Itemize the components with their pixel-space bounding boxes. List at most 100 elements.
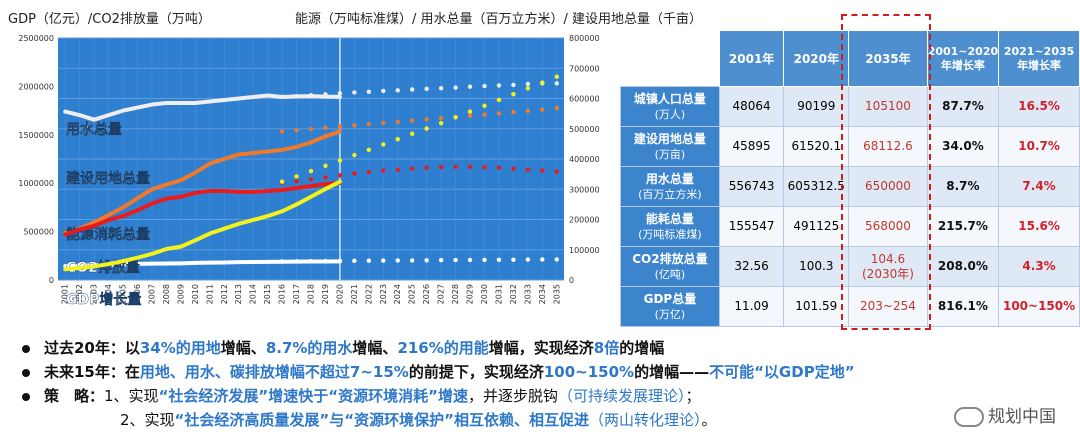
cell-2035: 568000 bbox=[848, 206, 928, 247]
series-projection-point bbox=[323, 258, 328, 264]
series-projection-point bbox=[323, 125, 328, 131]
cell-growth-2001-2020: 208.0% bbox=[926, 246, 1000, 287]
x-tick-label: 2021 bbox=[350, 284, 359, 304]
series-projection-point bbox=[482, 103, 487, 108]
cell-growth-2001-2020: 34.0% bbox=[926, 126, 1000, 167]
x-tick-label: 2011 bbox=[205, 284, 214, 304]
table-row: GDP总量 (万亿) 11.09 101.59 203~254 816.1% 100~150… bbox=[620, 286, 1080, 327]
cell-2001: 32.56 bbox=[718, 246, 785, 287]
x-tick-label: 2001 bbox=[61, 284, 70, 304]
series-projection-point bbox=[352, 258, 357, 264]
series-projection-point bbox=[395, 119, 400, 124]
series-projection-point bbox=[467, 84, 473, 89]
y-right-tick-label: 300000 bbox=[569, 185, 600, 194]
x-tick-label: 2025 bbox=[408, 284, 417, 304]
series-projection-point bbox=[453, 164, 458, 169]
series-projection-point bbox=[294, 259, 299, 264]
cell-growth-2021-2035: 10.7% bbox=[998, 126, 1080, 167]
y-right-tick-label: 500000 bbox=[569, 125, 600, 134]
cell-2035: 104.6 (2030年) bbox=[848, 246, 928, 287]
series-label: 能源消耗总量 bbox=[66, 226, 150, 243]
x-tick-label: 2005 bbox=[119, 284, 128, 304]
row-header: 城镇人口总量 (万人) bbox=[620, 86, 720, 127]
wechat-icon bbox=[954, 407, 984, 427]
series-projection-point bbox=[525, 167, 531, 172]
cell-growth-2001-2020: 87.7% bbox=[926, 86, 1000, 127]
series-projection-point bbox=[467, 113, 473, 118]
series-projection-point bbox=[525, 86, 531, 91]
series-projection-point bbox=[540, 168, 545, 173]
series-projection-point bbox=[366, 169, 372, 175]
series-projection-point bbox=[337, 173, 343, 178]
x-tick-label: 2033 bbox=[523, 284, 532, 304]
watermark: 规划中国 bbox=[954, 402, 1056, 427]
header-growth-2021-2035: 2021~2035年增长率 bbox=[998, 30, 1080, 87]
series-projection-point bbox=[323, 175, 328, 180]
series-projection-point bbox=[482, 112, 487, 117]
series-projection-point bbox=[410, 131, 415, 137]
series-projection-point bbox=[294, 93, 299, 99]
statistics-table: 2001年 2020年 2035年 2001~2020年增长率 2021~203… bbox=[620, 30, 1080, 327]
cell-2020: 100.3 bbox=[783, 246, 850, 287]
cell-2035: 650000 bbox=[848, 166, 928, 207]
bullet-strategy-2: 2、实现“社会经济高质量发展”与“资源环境保护”相互依赖、相互促进（两山转化理论… bbox=[120, 411, 717, 429]
highlight-2035-column bbox=[841, 14, 931, 330]
x-tick-label: 2019 bbox=[321, 284, 330, 304]
series-projection-point bbox=[352, 90, 357, 95]
header-2035: 2035年 bbox=[848, 30, 928, 87]
series-projection-point bbox=[352, 123, 357, 128]
cell-2035: 203~254 bbox=[848, 286, 928, 327]
y-left-tick-label: 2500000 bbox=[18, 34, 54, 43]
series-projection-point bbox=[525, 257, 531, 262]
bullet-dot bbox=[22, 368, 30, 377]
y-right-tick-label: 700000 bbox=[569, 64, 600, 73]
y-right-tick-label: 800000 bbox=[569, 34, 600, 43]
cell-2020: 101.59 bbox=[783, 286, 850, 327]
row-header: 用水总量 (百万立方米) bbox=[620, 166, 720, 207]
x-tick-label: 2032 bbox=[509, 284, 518, 304]
series-projection-point bbox=[554, 257, 559, 262]
row-header: 能耗总量 (万吨标准煤) bbox=[620, 206, 720, 247]
series-projection-point bbox=[381, 88, 386, 94]
series-line-actual bbox=[63, 180, 342, 237]
series-projection-point bbox=[279, 259, 285, 264]
bullet-next-15-years: 未来15年：在用地、用水、碳排放增幅不超过7~15%的前提下，实现经济100~1… bbox=[22, 361, 855, 382]
series-projection-point bbox=[366, 147, 372, 153]
series-projection-point bbox=[410, 166, 415, 171]
series-projection-point bbox=[554, 169, 559, 174]
series-projection-point bbox=[496, 83, 502, 88]
cell-2020: 491125 bbox=[783, 206, 850, 247]
cell-2020: 605312.5 bbox=[783, 166, 850, 207]
series-projection-point bbox=[511, 166, 516, 171]
cell-growth-2001-2020: 816.1% bbox=[926, 286, 1000, 327]
series-projection-point bbox=[381, 258, 386, 263]
x-tick-label: 2024 bbox=[393, 284, 402, 304]
bullet-strategy-1: 策 略：1、实现“社会经济发展”增速快于“资源环境消耗”增速，并逐步脱钩（可持续… bbox=[22, 385, 701, 406]
x-tick-label: 2030 bbox=[480, 284, 489, 304]
x-tick-label: 2026 bbox=[422, 284, 431, 304]
cell-2001: 48064 bbox=[718, 86, 785, 127]
series-projection-point bbox=[554, 81, 559, 86]
x-tick-label: 2004 bbox=[104, 284, 113, 304]
x-tick-label: 2002 bbox=[75, 284, 84, 304]
series-line-actual bbox=[63, 179, 342, 272]
series-projection-point bbox=[366, 122, 372, 127]
cell-2020: 90199 bbox=[783, 86, 850, 127]
series-projection-point bbox=[323, 92, 328, 97]
x-tick-label: 2016 bbox=[278, 284, 287, 304]
row-header: 建设用地总量 (万亩) bbox=[620, 126, 720, 167]
series-projection-point bbox=[438, 115, 444, 121]
series-projection-point bbox=[381, 168, 386, 173]
series-projection-point bbox=[323, 163, 328, 168]
x-tick-label: 2014 bbox=[249, 284, 258, 304]
series-projection-point bbox=[294, 179, 299, 184]
series-projection-point bbox=[395, 88, 400, 93]
x-tick-label: 2010 bbox=[191, 284, 200, 304]
series-projection-point bbox=[438, 120, 444, 126]
series-projection-point bbox=[337, 258, 343, 264]
series-projection-point bbox=[467, 257, 473, 263]
series-projection-point bbox=[294, 128, 299, 133]
header-growth-2001-2020: 2001~2020年增长率 bbox=[926, 30, 1000, 87]
series-projection-point bbox=[467, 109, 473, 114]
bullet-past-20-years: 过去20年：以34%的用地增幅、8.7%的用水增幅、216%的用能增幅，实现经济… bbox=[22, 337, 664, 358]
